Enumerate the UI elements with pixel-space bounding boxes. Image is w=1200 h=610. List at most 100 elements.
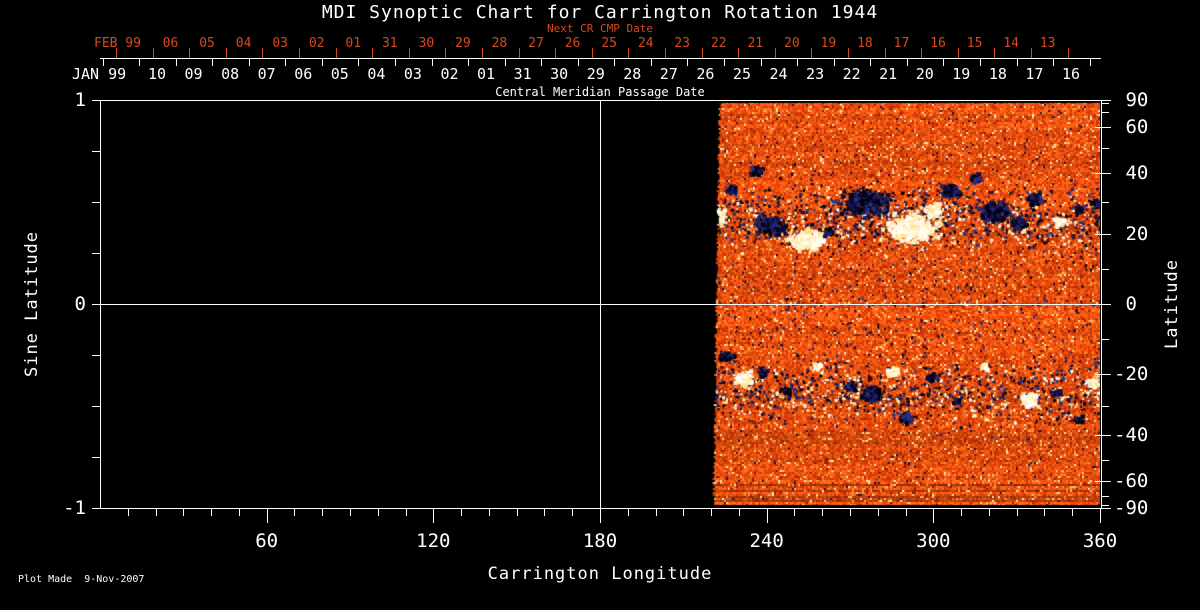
next-cr-date-label: 13 [1039, 36, 1056, 51]
next-cr-date-label: 06 [162, 36, 179, 51]
cmp-tick [248, 58, 250, 66]
cmp-tick [504, 58, 506, 66]
cmp-date-label: 26 [696, 65, 715, 83]
next-cr-date-label: 15 [966, 36, 983, 51]
longitude-minor-tick [516, 508, 518, 516]
sine-latitude-minor-tick [92, 457, 100, 458]
cmp-month-label: JAN 99 [72, 65, 127, 83]
longitude-major-tick [766, 508, 768, 523]
sine-latitude-major-tick [92, 508, 108, 509]
latitude-tick-label: -40 [1114, 424, 1149, 447]
cmp-date-label: 21 [879, 65, 898, 83]
next-cr-date-label: 31 [381, 36, 398, 51]
cmp-date-label: 05 [330, 65, 349, 83]
next-cr-tick [701, 48, 703, 58]
next-cr-tick [665, 48, 666, 58]
cmp-axis-line [100, 58, 1101, 59]
longitude-minor-tick [988, 508, 990, 516]
next-cr-date-label: 04 [235, 36, 252, 51]
longitude-tick-label: 60 [255, 530, 279, 552]
next-cr-tick [994, 48, 996, 58]
next-cr-tick [445, 48, 447, 58]
next-cr-date-label: 24 [637, 36, 654, 51]
cmp-tick [212, 58, 214, 66]
cmp-date-label: 24 [769, 65, 788, 83]
cmp-tick [285, 58, 287, 66]
latitude-major-tick [1095, 100, 1111, 101]
bottom-axis-title: Carrington Longitude [487, 564, 713, 584]
sine-latitude-minor-tick [92, 406, 100, 407]
cmp-date-label: 25 [732, 65, 751, 83]
latitude-major-tick [1095, 373, 1111, 375]
cmp-tick [870, 58, 872, 66]
next-cr-tick [116, 48, 117, 58]
sine-latitude-tick-label: 1 [74, 89, 86, 111]
longitude-tick-label: 360 [1082, 530, 1118, 552]
next-cr-date-label: 18 [857, 36, 873, 51]
latitude-major-tick [1095, 127, 1111, 129]
sine-latitude-minor-tick [92, 355, 100, 356]
cmp-tick [1016, 58, 1018, 66]
cmp-date-label: 02 [440, 65, 459, 83]
latitude-minor-tick [1101, 504, 1109, 506]
next-cr-tick [884, 48, 886, 58]
next-cr-tick [848, 48, 849, 58]
latitude-tick-label: 60 [1114, 116, 1149, 139]
cmp-date-label: 22 [842, 65, 861, 83]
next-cr-tick [482, 48, 483, 58]
longitude-minor-tick [294, 508, 296, 516]
sine-latitude-minor-tick [92, 151, 100, 152]
cmp-tick [431, 58, 433, 66]
cmp-date-label: 17 [1025, 65, 1044, 83]
longitude-minor-tick [127, 508, 129, 516]
sine-latitude-major-tick [92, 100, 108, 101]
next-cr-tick [1031, 48, 1032, 58]
cmp-tick [577, 58, 579, 66]
meridian-180-line [600, 100, 601, 508]
cmp-tick [724, 58, 726, 66]
next-cr-tick [774, 48, 776, 58]
next-cr-tick [372, 48, 374, 58]
next-cr-tick [152, 48, 154, 58]
cmp-axis-title: Central Meridian Passage Date [495, 85, 705, 99]
latitude-minor-tick [1101, 103, 1109, 105]
zero-latitude-line [100, 304, 1102, 305]
next-cr-date-label: 30 [418, 36, 435, 51]
chart-title: MDI Synoptic Chart for Carrington Rotati… [321, 2, 879, 23]
next-cr-tick [628, 48, 630, 58]
cmp-tick [139, 58, 141, 66]
cmp-tick [394, 58, 396, 66]
longitude-minor-tick [405, 508, 407, 516]
latitude-minor-tick [1101, 147, 1109, 149]
next-cr-tick [335, 48, 337, 58]
latitude-major-tick [1095, 304, 1111, 305]
next-cr-date-label: 20 [784, 36, 800, 51]
cmp-date-label: 09 [184, 65, 203, 83]
cmp-date-label: 27 [659, 65, 678, 83]
cmp-date-label: 31 [513, 65, 532, 83]
sine-latitude-tick-label: -1 [63, 497, 86, 519]
latitude-major-tick [1095, 234, 1111, 236]
longitude-minor-tick [322, 508, 324, 516]
next-cr-tick [1067, 48, 1069, 58]
cmp-tick [358, 58, 360, 66]
latitude-minor-tick [1101, 112, 1109, 114]
longitude-minor-tick [627, 508, 629, 516]
longitude-minor-tick [183, 508, 185, 516]
next-cr-tick [262, 48, 264, 58]
next-cr-date-label: 23 [674, 36, 691, 51]
sine-latitude-minor-tick [92, 253, 100, 254]
cmp-date-label: 08 [221, 65, 240, 83]
cmp-tick [979, 58, 981, 66]
longitude-minor-tick [572, 508, 574, 516]
next-cr-tick [225, 48, 227, 58]
cmp-tick [175, 58, 177, 66]
latitude-tick-label: -20 [1114, 362, 1149, 385]
longitude-minor-tick [350, 508, 351, 516]
latitude-minor-tick [1101, 268, 1109, 270]
cmp-date-label: 23 [806, 65, 825, 83]
cmp-date-label: 30 [550, 65, 569, 83]
latitude-minor-tick [1101, 202, 1109, 203]
cmp-date-label: 29 [586, 65, 605, 83]
cmp-tick [760, 58, 762, 66]
